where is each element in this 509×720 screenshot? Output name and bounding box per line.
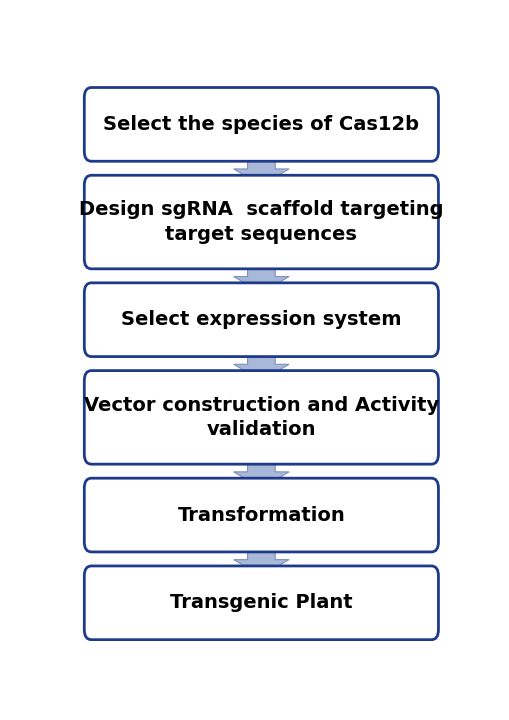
Text: Transgenic Plant: Transgenic Plant: [169, 593, 352, 612]
Text: Select expression system: Select expression system: [121, 310, 401, 329]
Text: Transformation: Transformation: [177, 505, 345, 525]
Text: Select the species of Cas12b: Select the species of Cas12b: [103, 115, 418, 134]
Text: Design sgRNA  scaffold targeting
target sequences: Design sgRNA scaffold targeting target s…: [79, 200, 443, 243]
FancyBboxPatch shape: [84, 566, 438, 639]
Polygon shape: [233, 542, 289, 576]
FancyBboxPatch shape: [84, 88, 438, 161]
Polygon shape: [233, 346, 289, 381]
FancyBboxPatch shape: [84, 283, 438, 356]
Polygon shape: [233, 259, 289, 293]
Polygon shape: [233, 454, 289, 488]
Text: Vector construction and Activity
validation: Vector construction and Activity validat…: [83, 396, 438, 439]
Polygon shape: [233, 151, 289, 185]
FancyBboxPatch shape: [84, 371, 438, 464]
FancyBboxPatch shape: [84, 175, 438, 269]
FancyBboxPatch shape: [84, 478, 438, 552]
